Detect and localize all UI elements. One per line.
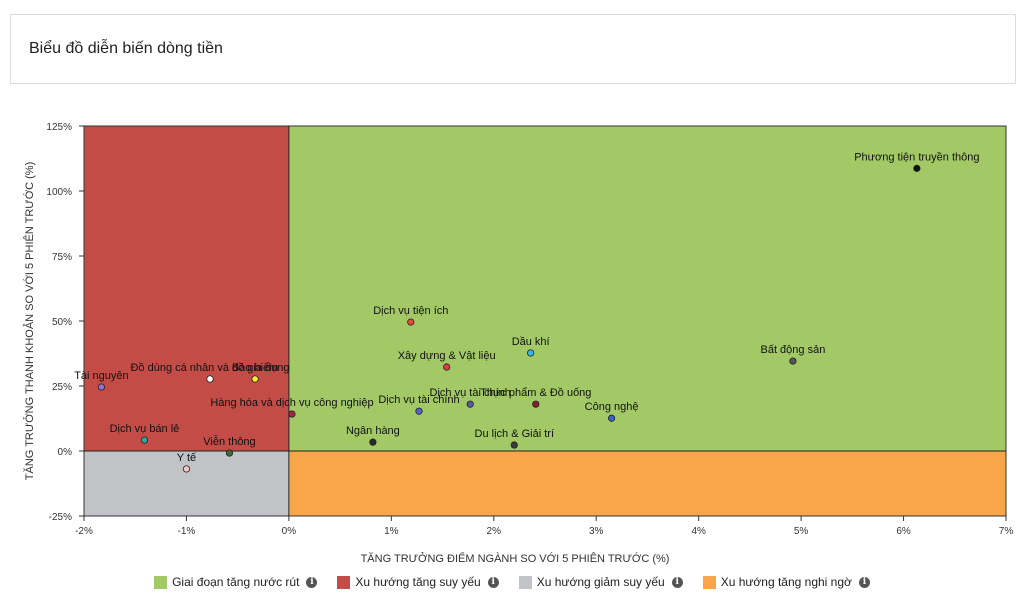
data-point[interactable] [140, 436, 149, 444]
data-point[interactable] [407, 318, 415, 326]
data-point[interactable] [913, 164, 921, 172]
x-tick-label: 6% [896, 526, 911, 537]
data-point[interactable] [206, 375, 214, 383]
x-tick-label: 4% [691, 526, 706, 537]
data-point-label: Tài nguyên [74, 370, 128, 382]
quadrant-1 [84, 126, 289, 451]
legend-swatch-accumulate [154, 575, 168, 589]
legend-item-weak-up[interactable]: Xu hướng tăng suy yếu i [337, 575, 499, 589]
x-tick-label: 1% [384, 526, 399, 537]
data-point[interactable] [97, 383, 106, 391]
data-point-label: Dịch vụ bán lẻ [110, 423, 180, 435]
data-point-label: Hàng hóa và dịch vụ công nghiệp [210, 397, 373, 409]
info-icon[interactable]: i [487, 576, 499, 588]
legend: Giai đoạn tăng nước rút i Xu hướng tăng … [0, 573, 1024, 591]
y-tick-label: 125% [46, 122, 72, 133]
data-point-label: Đồ dùng cá nhân và đồ gia dụng [130, 362, 289, 374]
y-tick-label: 100% [46, 187, 72, 198]
legend-label: Giai đoạn tăng nước rút [172, 575, 300, 589]
legend-item-weak-down[interactable]: Xu hướng giảm suy yếu i [518, 575, 683, 589]
data-point[interactable] [415, 407, 423, 415]
page-title: Biểu đồ diễn biến dòng tiền [29, 40, 223, 57]
y-tick-label: -25% [49, 512, 72, 523]
x-tick-label: 2% [487, 526, 502, 537]
data-point-label: Xây dựng & Vật liệu [398, 350, 496, 362]
data-point[interactable] [527, 349, 535, 357]
info-icon[interactable]: i [306, 576, 318, 588]
y-tick-label: 50% [52, 317, 72, 328]
x-tick-label: -1% [178, 526, 196, 537]
x-axis-label: TĂNG TRƯỞNG ĐIỂM NGÀNH SO VỚI 5 PHIÊN TR… [361, 552, 670, 565]
data-point[interactable] [443, 363, 451, 371]
data-point[interactable] [225, 449, 234, 457]
data-point[interactable] [369, 438, 377, 446]
legend-swatch-doubtful-up [702, 575, 716, 589]
data-point-label: Du lịch & Giải trí [475, 428, 554, 440]
data-point-label: Công nghệ [585, 401, 639, 413]
y-axis-label: TĂNG TRƯỞNG THANH KHOẢN SO VỚI 5 PHIÊN T… [23, 162, 36, 480]
info-icon[interactable]: i [858, 576, 870, 588]
data-point-label: Dầu khí [512, 336, 550, 348]
legend-item-doubtful-up[interactable]: Xu hướng tăng nghi ngờ i [702, 575, 870, 589]
data-point[interactable] [510, 441, 518, 449]
x-tick-label: 0% [282, 526, 297, 537]
x-tick-label: 5% [794, 526, 809, 537]
data-point-label: Dịch vụ tài chính [378, 394, 459, 406]
title-card: Biểu đồ diễn biến dòng tiền [10, 14, 1016, 84]
data-point-label: Ngân hàng [346, 425, 400, 437]
x-tick-label: 3% [589, 526, 604, 537]
x-tick-label: -2% [75, 526, 93, 537]
data-point-label: Viễn thông [203, 435, 255, 448]
data-point-label: Y tế [177, 452, 196, 464]
y-tick-label: 75% [52, 252, 72, 263]
quadrant-3 [288, 451, 1006, 516]
legend-item-accumulate[interactable]: Giai đoạn tăng nước rút i [154, 575, 318, 589]
quadrant-0 [288, 126, 1006, 451]
data-point[interactable] [288, 410, 296, 418]
y-tick-label: 25% [52, 382, 72, 393]
info-icon[interactable]: i [671, 576, 683, 588]
legend-label: Xu hướng tăng nghi ngờ [720, 575, 852, 589]
data-point[interactable] [466, 400, 474, 408]
data-point-label: Dịch vụ tài chính [430, 387, 511, 399]
data-point[interactable] [532, 400, 540, 408]
legend-swatch-weak-down [518, 575, 532, 589]
data-point-label: Bất động sản [760, 344, 825, 356]
data-point-label: Phương tiện truyền thông [854, 151, 979, 163]
data-point[interactable] [182, 465, 191, 473]
legend-swatch-weak-up [337, 575, 351, 589]
data-point-label: Dịch vụ tiện ích [373, 305, 448, 317]
quadrant-2 [84, 451, 289, 516]
legend-label: Xu hướng tăng suy yếu [355, 575, 481, 589]
y-tick-label: 0% [58, 447, 73, 458]
data-point[interactable] [789, 357, 797, 365]
data-point[interactable] [607, 414, 616, 422]
x-tick-label: 7% [999, 526, 1014, 537]
data-point[interactable] [251, 375, 259, 383]
data-point-label: Bảo hiểm [232, 362, 278, 374]
data-point-label: Thực phẩm & Đồ uống [480, 387, 591, 399]
legend-label: Xu hướng giảm suy yếu [536, 575, 665, 589]
